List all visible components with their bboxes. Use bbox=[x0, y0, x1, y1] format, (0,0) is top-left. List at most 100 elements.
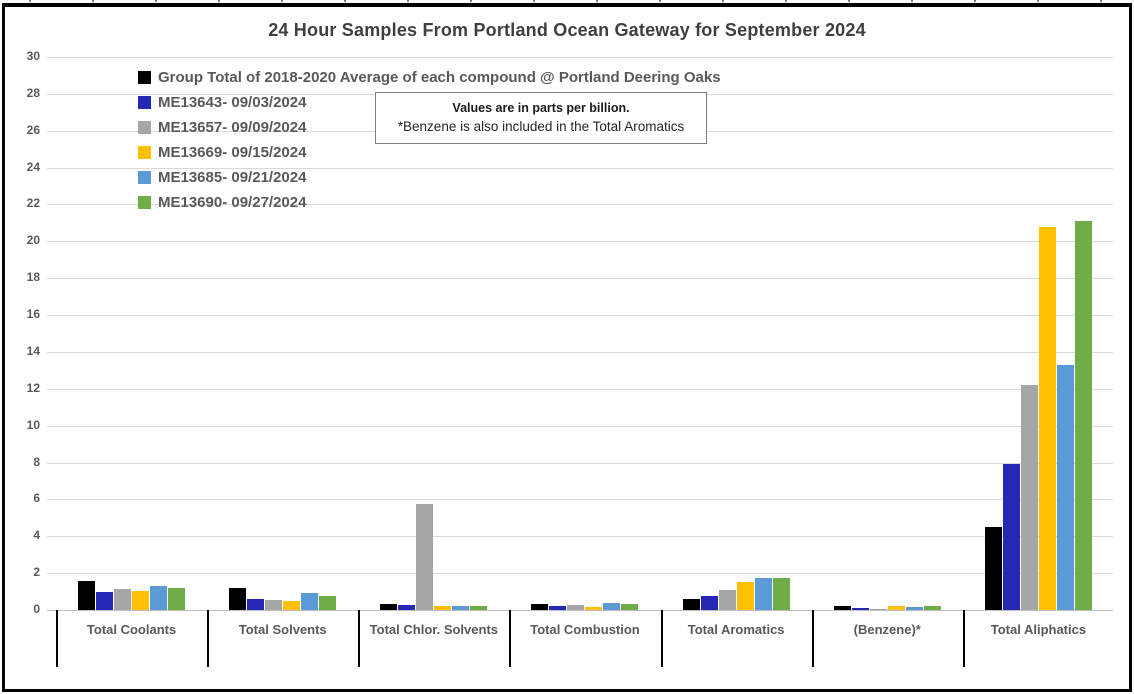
bar bbox=[718, 589, 736, 610]
bar bbox=[531, 604, 549, 610]
bar bbox=[923, 606, 941, 610]
bar bbox=[621, 604, 639, 610]
bar bbox=[380, 603, 398, 610]
gridline-10 bbox=[47, 425, 1113, 427]
category-group bbox=[963, 57, 1114, 610]
x-category-label: Total Aliphatics bbox=[990, 622, 1087, 637]
bar bbox=[265, 599, 283, 610]
legend-label: ME13669- 09/15/2024 bbox=[158, 144, 307, 161]
bar bbox=[96, 591, 114, 610]
y-tick-label: 4 bbox=[33, 528, 40, 543]
bar bbox=[1038, 226, 1056, 610]
legend-item: ME13690- 09/27/2024 bbox=[138, 190, 721, 215]
category-separator bbox=[962, 610, 965, 667]
legend-swatch-icon bbox=[138, 96, 151, 109]
x-category-label: Total Solvents bbox=[238, 622, 327, 637]
category-group bbox=[358, 57, 509, 610]
bar bbox=[549, 606, 567, 610]
bar-group bbox=[509, 602, 660, 610]
bar bbox=[1056, 364, 1074, 610]
legend-swatch-icon bbox=[138, 121, 151, 134]
bar-group bbox=[661, 577, 812, 610]
gridline-2 bbox=[47, 573, 1113, 575]
spreadsheet-column-ticks bbox=[0, 0, 1134, 2]
y-tick-label: 22 bbox=[26, 196, 40, 211]
legend-swatch-icon bbox=[138, 71, 151, 84]
category-separator bbox=[358, 610, 361, 667]
bar-group bbox=[207, 587, 358, 610]
bar bbox=[567, 605, 585, 610]
gridline-14 bbox=[47, 351, 1113, 353]
note-line-2: *Benzene is also included in the Total A… bbox=[397, 119, 685, 135]
legend-item: ME13669- 09/15/2024 bbox=[138, 140, 721, 165]
category-separator bbox=[509, 610, 512, 667]
bar bbox=[1002, 464, 1020, 610]
x-category-label: Total Coolants bbox=[86, 622, 177, 637]
legend-label: ME13657- 09/09/2024 bbox=[158, 119, 307, 136]
bar bbox=[247, 598, 265, 610]
bar bbox=[283, 600, 301, 610]
bar bbox=[736, 582, 754, 610]
x-category-label: Total Chlor. Solvents bbox=[369, 622, 499, 637]
y-tick-label: 28 bbox=[26, 85, 40, 100]
x-category-label: (Benzene)* bbox=[853, 622, 921, 637]
bar bbox=[851, 608, 869, 610]
legend: Group Total of 2018-2020 Average of each… bbox=[138, 65, 721, 215]
bar bbox=[869, 608, 887, 610]
bar bbox=[434, 606, 452, 610]
bar bbox=[1074, 221, 1092, 610]
y-tick-label: 0 bbox=[33, 602, 40, 616]
legend-swatch-icon bbox=[138, 171, 151, 184]
category-separator bbox=[207, 610, 210, 667]
y-tick-label: 16 bbox=[26, 307, 40, 322]
gridline-22 bbox=[47, 204, 1113, 206]
category-group bbox=[509, 57, 660, 610]
y-tick-label: 14 bbox=[26, 343, 40, 358]
bar bbox=[682, 598, 700, 610]
legend-swatch-icon bbox=[138, 146, 151, 159]
gridline-12 bbox=[47, 388, 1113, 390]
gridline-0 bbox=[47, 610, 1113, 611]
category-separator bbox=[660, 610, 663, 667]
gridline-24 bbox=[47, 167, 1113, 169]
bar bbox=[772, 577, 790, 610]
bar bbox=[132, 590, 150, 610]
y-tick-label: 10 bbox=[26, 417, 40, 432]
bar bbox=[1020, 385, 1038, 610]
bar bbox=[754, 577, 772, 610]
y-tick-label: 2 bbox=[33, 565, 40, 580]
bar bbox=[833, 606, 851, 610]
gridline-18 bbox=[47, 278, 1113, 280]
y-tick-label: 6 bbox=[33, 491, 40, 506]
y-tick-label: 30 bbox=[26, 49, 40, 63]
y-tick-label: 12 bbox=[26, 380, 40, 395]
bar bbox=[150, 586, 168, 610]
gridline-6 bbox=[47, 499, 1113, 501]
gridline-8 bbox=[47, 462, 1113, 464]
bar bbox=[319, 596, 337, 610]
category-group bbox=[56, 57, 207, 610]
legend-swatch-icon bbox=[138, 196, 151, 209]
x-category-label: Total Combustion bbox=[530, 622, 640, 637]
legend-item: Group Total of 2018-2020 Average of each… bbox=[138, 65, 721, 90]
y-tick-label: 20 bbox=[26, 233, 40, 248]
bar-group bbox=[812, 605, 963, 610]
gridline-16 bbox=[47, 315, 1113, 317]
category-group bbox=[661, 57, 812, 610]
chart-title: 24 Hour Samples From Portland Ocean Gate… bbox=[268, 20, 866, 40]
note-box: Values are in parts per billion. *Benzen… bbox=[375, 92, 707, 144]
legend-label: ME13685- 09/21/2024 bbox=[158, 169, 307, 186]
legend-label: Group Total of 2018-2020 Average of each… bbox=[158, 69, 721, 86]
y-tick-label: 8 bbox=[33, 454, 40, 469]
gridline-30 bbox=[47, 57, 1113, 58]
legend-item: ME13657- 09/09/2024 bbox=[138, 115, 721, 140]
note-line-1: Values are in parts per billion. bbox=[452, 101, 630, 116]
bar-group bbox=[963, 221, 1114, 610]
bar bbox=[470, 606, 488, 610]
y-tick-label: 24 bbox=[26, 159, 40, 174]
legend-label: ME13643- 09/03/2024 bbox=[158, 94, 307, 111]
bar bbox=[603, 602, 621, 610]
legend-item: ME13685- 09/21/2024 bbox=[138, 165, 721, 190]
bar bbox=[887, 605, 905, 610]
